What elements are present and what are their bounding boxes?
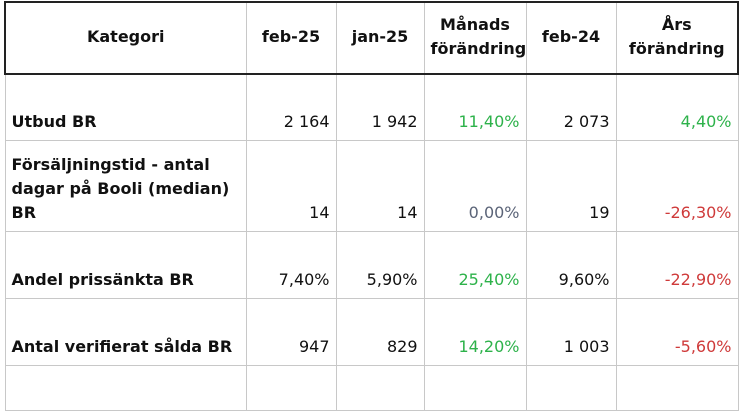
header-row: Kategori feb-25 jan-25 Månads förändring…	[4, 1, 739, 75]
cell-feb-24[interactable]: 9,60%	[525, 231, 617, 299]
table-row: Andel prissänkta BR 7,40% 5,90% 25,40% 9…	[4, 231, 739, 299]
header-jan-25[interactable]: jan-25	[335, 1, 425, 75]
cell-feb-24[interactable]: 1 003	[525, 298, 617, 366]
cell-jan-25[interactable]: 1 942	[335, 73, 425, 141]
cell-yearly-change[interactable]: -22,90%	[615, 231, 739, 299]
row-label[interactable]: Utbud BR	[4, 73, 247, 141]
cell-jan-25[interactable]: 14	[335, 140, 425, 232]
empty-row	[4, 365, 739, 411]
header-feb-25[interactable]: feb-25	[245, 1, 337, 75]
row-label[interactable]: Antal verifierat sålda BR	[4, 298, 247, 366]
row-label[interactable]: Försäljningstid - antal dagar på Booli (…	[4, 140, 247, 232]
header-feb-24[interactable]: feb-24	[525, 1, 617, 75]
cell-monthly-change[interactable]: 25,40%	[423, 231, 527, 299]
cell-feb-24[interactable]: 19	[525, 140, 617, 232]
cell-jan-25[interactable]: 829	[335, 298, 425, 366]
cell-feb-25[interactable]: 947	[245, 298, 337, 366]
cell-yearly-change[interactable]: -5,60%	[615, 298, 739, 366]
table-row: Antal verifierat sålda BR 947 829 14,20%…	[4, 298, 739, 366]
cell-monthly-change[interactable]: 0,00%	[423, 140, 527, 232]
cell-yearly-change[interactable]: -26,30%	[615, 140, 739, 232]
empty-cell[interactable]	[245, 365, 337, 411]
header-yearly-change[interactable]: Års förändring	[615, 1, 739, 75]
cell-yearly-change[interactable]: 4,40%	[615, 73, 739, 141]
header-monthly-change[interactable]: Månads förändring	[423, 1, 527, 75]
header-kategori[interactable]: Kategori	[4, 1, 247, 75]
statistics-table: Kategori feb-25 jan-25 Månads förändring…	[4, 1, 739, 411]
cell-feb-25[interactable]: 2 164	[245, 73, 337, 141]
row-label[interactable]: Andel prissänkta BR	[4, 231, 247, 299]
cell-jan-25[interactable]: 5,90%	[335, 231, 425, 299]
table-row: Utbud BR 2 164 1 942 11,40% 2 073 4,40%	[4, 73, 739, 141]
cell-feb-24[interactable]: 2 073	[525, 73, 617, 141]
empty-cell[interactable]	[525, 365, 617, 411]
cell-monthly-change[interactable]: 11,40%	[423, 73, 527, 141]
cell-feb-25[interactable]: 7,40%	[245, 231, 337, 299]
cell-monthly-change[interactable]: 14,20%	[423, 298, 527, 366]
empty-cell[interactable]	[423, 365, 527, 411]
empty-cell[interactable]	[4, 365, 247, 411]
table-row: Försäljningstid - antal dagar på Booli (…	[4, 140, 739, 232]
cell-feb-25[interactable]: 14	[245, 140, 337, 232]
empty-cell[interactable]	[615, 365, 739, 411]
empty-cell[interactable]	[335, 365, 425, 411]
